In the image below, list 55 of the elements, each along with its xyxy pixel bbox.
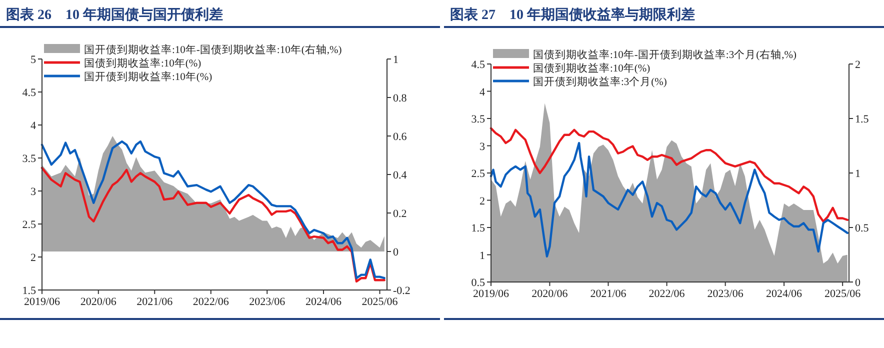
y-tick-label: 1.5 xyxy=(471,222,486,234)
y2-tick-label: 0.5 xyxy=(855,222,870,234)
y-tick-label: 5 xyxy=(30,54,36,66)
y-tick-label: 1.5 xyxy=(22,285,36,297)
y-tick-label: 4.5 xyxy=(22,87,36,99)
y2-tick-label: 1 xyxy=(855,168,860,180)
line-series xyxy=(40,140,386,280)
y-tick-label: 4 xyxy=(480,86,486,98)
y2-tick-label: 0 xyxy=(855,277,861,289)
legend-label: 国债到期收益率:10年(%) xyxy=(84,56,202,70)
x-tick-label: 2020/06 xyxy=(532,288,568,300)
legend-label: 国开债到期收益率:3个月(%) xyxy=(533,75,668,88)
x-tick-label: 2022/06 xyxy=(192,296,230,308)
y2-tick-label: 0.2 xyxy=(393,208,407,220)
y-tick-label: 1 xyxy=(480,250,485,262)
y-tick-label: 0.5 xyxy=(471,277,486,289)
x-tick-label: 2019/06 xyxy=(472,288,510,300)
y-tick-label: 2.5 xyxy=(22,219,36,231)
chart-title: 图表 27 10 年期国债收益率与期限利差 xyxy=(444,4,884,28)
y2-tick-label: 0.6 xyxy=(393,131,408,143)
y-tick-label: 2 xyxy=(480,195,485,208)
x-tick-label: 2024/06 xyxy=(305,296,342,308)
y-tick-label: 4 xyxy=(30,120,36,132)
y2-tick-label: -0.2 xyxy=(393,285,410,297)
y-tick-label: 3.5 xyxy=(22,153,36,165)
y2-tick-label: 0 xyxy=(393,246,399,258)
line-series xyxy=(490,142,848,258)
legend-label: 国开债到期收益率:10年(%) xyxy=(84,70,213,83)
legend-label: 国债到期收益率:10年-国开债到期收益率:3个月(右轴,%) xyxy=(533,48,797,61)
x-tick-label: 2025/06 xyxy=(824,288,862,300)
x-tick-label: 2020/06 xyxy=(80,296,117,308)
x-tick-label: 2022/06 xyxy=(648,288,686,300)
y2-tick-label: 1.5 xyxy=(855,114,870,126)
y-tick-label: 3 xyxy=(480,140,486,153)
chart-title: 图表 26 10 年期国债与国开债利差 xyxy=(0,4,440,28)
y-tick-label: 3 xyxy=(30,186,36,198)
x-tick-label: 2021/06 xyxy=(590,288,627,300)
y2-tick-label: 0.4 xyxy=(393,170,408,182)
y2-tick-label: 2 xyxy=(855,59,860,71)
x-tick-label: 2019/06 xyxy=(24,296,61,308)
x-tick-label: 2024/06 xyxy=(766,288,803,300)
y-tick-label: 2.5 xyxy=(471,168,486,180)
line-series xyxy=(40,166,386,283)
x-tick-label: 2023/06 xyxy=(249,296,286,308)
line-series xyxy=(490,127,848,223)
x-tick-label: 2023/06 xyxy=(707,288,744,300)
y-tick-label: 3.5 xyxy=(471,114,486,126)
x-tick-label: 2025/06 xyxy=(362,296,398,308)
legend-label: 国开债到期收益率:10年-国债到期收益率:10年(右轴,%) xyxy=(84,43,342,56)
legend-label: 国债到期收益率:10年(%) xyxy=(533,62,651,74)
y-tick-label: 4.5 xyxy=(471,59,486,71)
y2-tick-label: 1 xyxy=(393,54,398,66)
x-tick-label: 2021/06 xyxy=(136,296,174,308)
y2-tick-label: 0.8 xyxy=(393,92,408,104)
y-tick-label: 2 xyxy=(30,252,36,264)
